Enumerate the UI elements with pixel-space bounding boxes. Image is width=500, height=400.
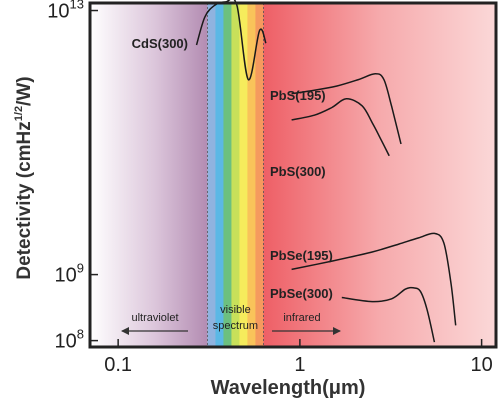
visible-label-line1: visible <box>220 304 251 316</box>
visible-label-line2: spectrum <box>213 320 258 332</box>
plot-frame <box>88 1 498 349</box>
visible-band <box>207 3 216 347</box>
series-line-pbse-300 <box>341 286 436 343</box>
y-tick-base: 10 <box>55 265 77 287</box>
y-tick-label: 1013 <box>47 0 84 23</box>
y-tick-label: 109 <box>55 261 84 287</box>
infrared-label: infrared <box>283 312 320 324</box>
y-tick-exponent: 9 <box>77 261 84 276</box>
series-label-pbs-300: PbS(300) <box>270 164 326 179</box>
ultraviolet-region <box>90 3 208 347</box>
x-tick-label: 1 <box>294 354 305 376</box>
x-tick-label: 10 <box>470 354 492 376</box>
region-boundaries <box>207 3 264 347</box>
series-label-pbse-195: PbSe(195) <box>270 248 333 263</box>
x-axis-title: Wavelength(μm) <box>211 377 366 399</box>
y-tick-label: 108 <box>55 327 84 353</box>
series-label-pbs-195: PbS(195) <box>270 88 326 103</box>
series-curves: CdS(300) PbS(195) PbS(300) PbSe(195) PbSe(30… <box>132 0 457 343</box>
infrared-region <box>263 3 496 347</box>
y-tick-base: 10 <box>55 331 77 353</box>
y-tick-exponent: 13 <box>70 0 84 12</box>
spectrum-background <box>90 3 496 347</box>
y-axis-title-end: /W) <box>14 76 35 106</box>
x-tick-labels: 0.1 1 10 <box>104 339 493 376</box>
series-line-pbs-195 <box>291 73 402 145</box>
ultraviolet-label: ultraviolet <box>131 312 178 324</box>
series-line-cds-300 <box>195 0 267 81</box>
y-tick-base: 10 <box>47 1 69 23</box>
visible-band <box>215 3 224 347</box>
series-label-pbse-300: PbSe(300) <box>270 286 333 301</box>
y-axis-title-superscript: 1/2 <box>13 106 25 121</box>
region-annotations: ultraviolet visible spectrum infrared <box>121 304 341 335</box>
visible-band <box>231 3 240 347</box>
visible-band <box>223 3 232 347</box>
visible-band <box>247 3 256 347</box>
y-axis-title-main: Detectivity (cmHz <box>14 121 35 279</box>
series-label-cds-300: CdS(300) <box>132 36 188 51</box>
series-line-pbse-195 <box>291 232 457 326</box>
x-tick-label: 0.1 <box>104 354 132 376</box>
visible-band <box>255 3 264 347</box>
visible-band <box>239 3 248 347</box>
series-line-pbs-300 <box>291 98 390 157</box>
y-tick-exponent: 8 <box>77 327 84 342</box>
y-axis-title: Detectivity (cmHz1/2/W) <box>13 76 35 279</box>
